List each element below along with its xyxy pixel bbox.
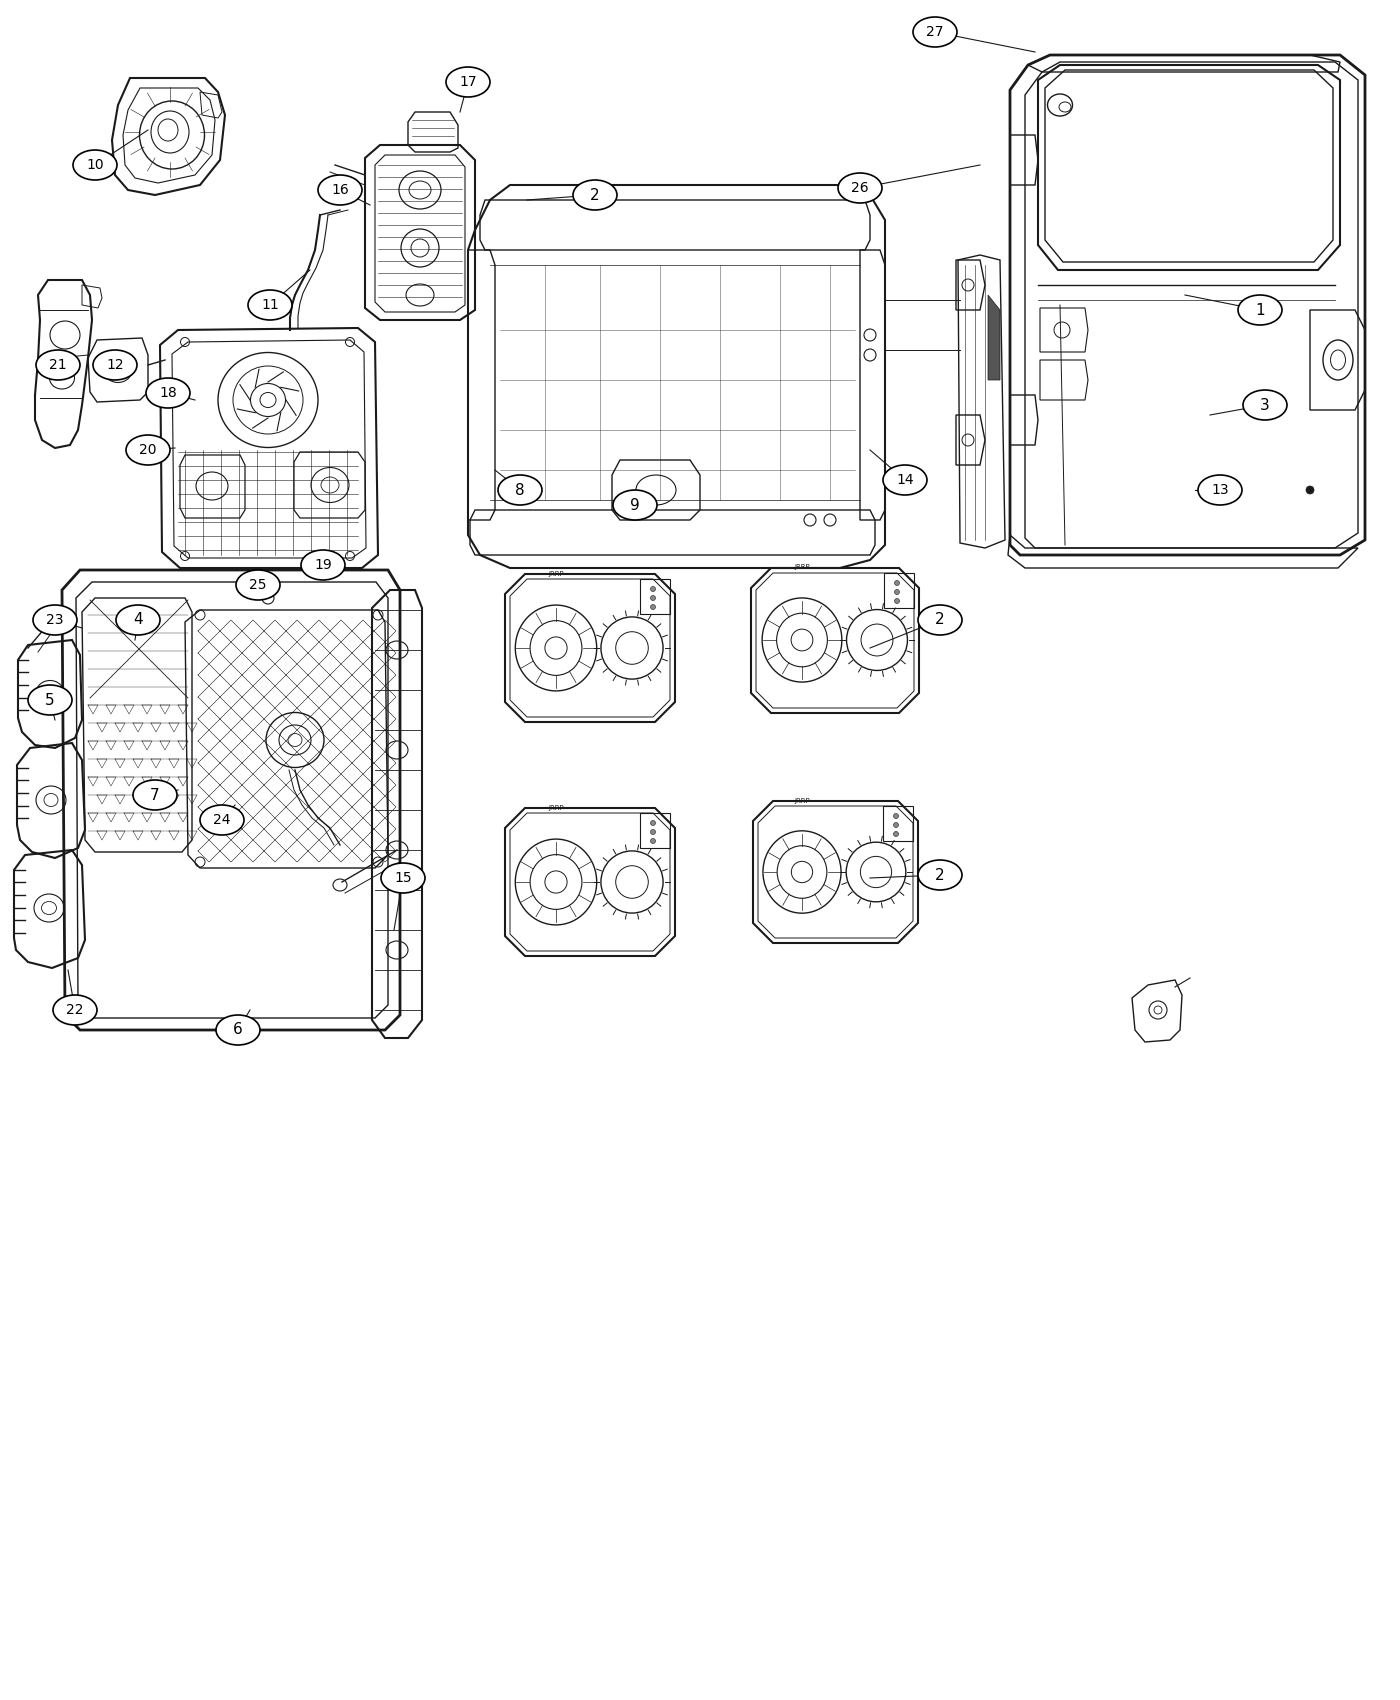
Ellipse shape: [318, 175, 363, 206]
Text: 2: 2: [591, 187, 599, 202]
Ellipse shape: [28, 685, 71, 716]
Text: 24: 24: [213, 813, 231, 826]
Ellipse shape: [34, 605, 77, 636]
Ellipse shape: [116, 605, 160, 636]
Ellipse shape: [53, 994, 97, 1025]
Ellipse shape: [913, 17, 958, 48]
Text: 2: 2: [935, 612, 945, 627]
Ellipse shape: [92, 350, 137, 381]
Text: 14: 14: [896, 473, 914, 486]
Ellipse shape: [918, 605, 962, 636]
Text: 23: 23: [46, 614, 64, 627]
Ellipse shape: [498, 474, 542, 505]
Ellipse shape: [651, 595, 655, 600]
Text: 16: 16: [332, 184, 349, 197]
Ellipse shape: [573, 180, 617, 211]
Ellipse shape: [895, 598, 899, 604]
Text: 15: 15: [395, 870, 412, 886]
Text: 11: 11: [262, 298, 279, 313]
Text: 17: 17: [459, 75, 477, 88]
Text: 19: 19: [314, 558, 332, 571]
Ellipse shape: [918, 860, 962, 891]
Text: 7: 7: [150, 787, 160, 802]
Ellipse shape: [146, 377, 190, 408]
Text: 4: 4: [133, 612, 143, 627]
Ellipse shape: [893, 814, 899, 818]
Ellipse shape: [883, 466, 927, 495]
Ellipse shape: [895, 580, 899, 585]
Ellipse shape: [893, 823, 899, 828]
Text: 21: 21: [49, 359, 67, 372]
Text: 9: 9: [630, 498, 640, 512]
Ellipse shape: [839, 173, 882, 202]
Text: 25: 25: [249, 578, 267, 592]
Ellipse shape: [1243, 389, 1287, 420]
Ellipse shape: [651, 605, 655, 610]
Ellipse shape: [248, 291, 293, 320]
Ellipse shape: [893, 831, 899, 836]
Text: 22: 22: [66, 1003, 84, 1017]
Ellipse shape: [133, 780, 176, 809]
Ellipse shape: [895, 590, 899, 595]
Ellipse shape: [1198, 474, 1242, 505]
Text: JRRP: JRRP: [794, 797, 809, 804]
Text: 26: 26: [851, 180, 869, 196]
Text: 5: 5: [45, 692, 55, 707]
Text: 20: 20: [139, 444, 157, 457]
Ellipse shape: [651, 830, 655, 835]
Ellipse shape: [237, 570, 280, 600]
Ellipse shape: [73, 150, 118, 180]
Text: 10: 10: [87, 158, 104, 172]
Text: JRRP: JRRP: [549, 806, 564, 811]
Text: 8: 8: [515, 483, 525, 498]
Text: JRRP: JRRP: [794, 564, 809, 571]
Ellipse shape: [301, 551, 344, 580]
Ellipse shape: [1306, 486, 1315, 495]
Text: 6: 6: [234, 1022, 242, 1037]
Text: 12: 12: [106, 359, 123, 372]
Text: 18: 18: [160, 386, 176, 400]
Text: 27: 27: [927, 26, 944, 39]
Ellipse shape: [200, 806, 244, 835]
Ellipse shape: [216, 1015, 260, 1046]
Text: 2: 2: [935, 867, 945, 882]
Ellipse shape: [381, 864, 426, 892]
Ellipse shape: [651, 821, 655, 826]
Text: JRRP: JRRP: [549, 571, 564, 576]
Text: 13: 13: [1211, 483, 1229, 496]
Ellipse shape: [36, 350, 80, 381]
Text: 3: 3: [1260, 398, 1270, 413]
Ellipse shape: [447, 66, 490, 97]
Text: 1: 1: [1256, 303, 1264, 318]
Ellipse shape: [1238, 296, 1282, 325]
Ellipse shape: [613, 490, 657, 520]
Ellipse shape: [651, 586, 655, 592]
Ellipse shape: [126, 435, 169, 466]
Ellipse shape: [651, 838, 655, 843]
Polygon shape: [988, 296, 1000, 381]
